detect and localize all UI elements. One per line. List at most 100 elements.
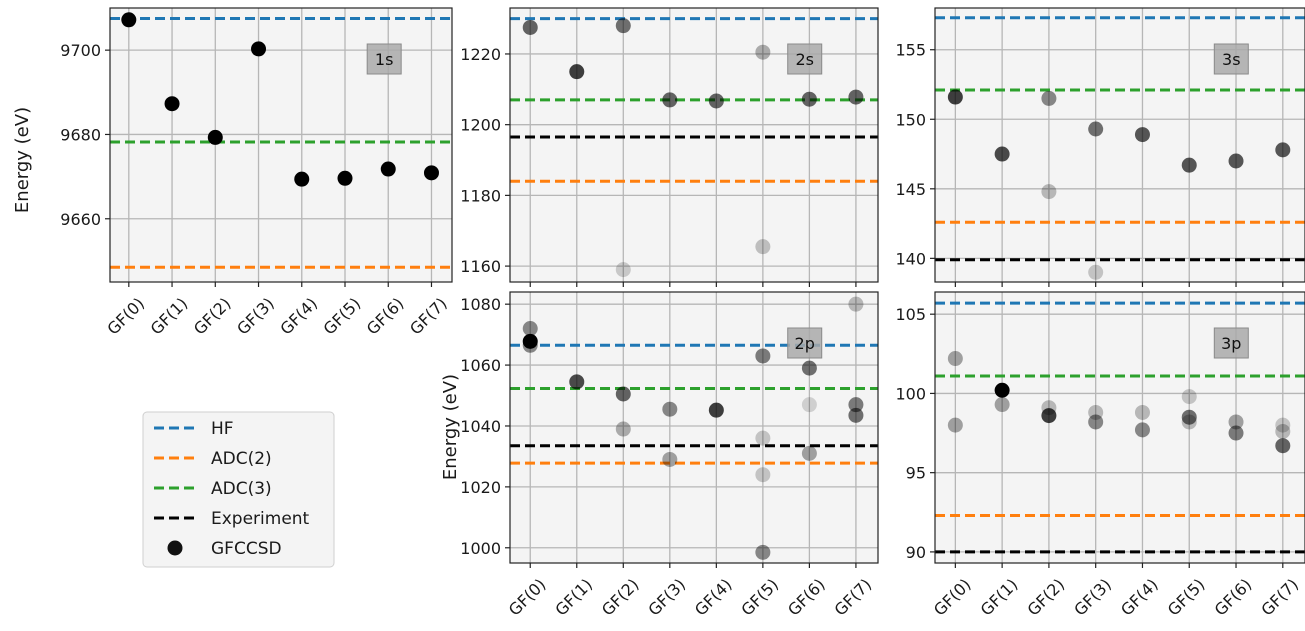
data-point bbox=[1275, 438, 1291, 454]
y-tick-label: 1000 bbox=[460, 539, 501, 558]
data-point bbox=[337, 170, 353, 186]
data-point bbox=[615, 386, 631, 402]
data-point bbox=[251, 41, 267, 57]
y-tick-label: 1060 bbox=[460, 356, 501, 375]
reference-lines bbox=[510, 343, 878, 465]
panel-badge-label: 1s bbox=[375, 50, 394, 69]
x-tick-label: GF(7) bbox=[406, 294, 451, 339]
data-point bbox=[755, 467, 771, 483]
x-tick-label: GF(1) bbox=[551, 575, 596, 620]
data-point bbox=[294, 171, 310, 187]
panel-2p: 1000 1020 1040 1060 1080 GF(0) GF(1) GF(2) GF(3)… bbox=[440, 291, 879, 620]
panel-badge bbox=[787, 43, 823, 75]
legend-label: HF bbox=[211, 419, 234, 439]
data-point bbox=[1181, 157, 1197, 173]
legend-marker bbox=[167, 540, 183, 556]
y-tick-label: 1220 bbox=[460, 45, 501, 64]
data-point bbox=[755, 44, 771, 60]
x-tick-label: GF(5) bbox=[737, 575, 782, 620]
y-axis-label: Energy (eV) bbox=[440, 374, 461, 480]
x-tick-label: GF(5) bbox=[1164, 575, 1209, 620]
data-point bbox=[1181, 414, 1197, 430]
legend-label: ADC(3) bbox=[211, 479, 272, 499]
data-point bbox=[1088, 414, 1104, 430]
data-point bbox=[380, 161, 396, 177]
data-point bbox=[848, 407, 864, 423]
x-tick-label: GF(2) bbox=[598, 575, 643, 620]
panel-badge bbox=[1213, 327, 1249, 359]
data-point bbox=[801, 397, 817, 413]
data-point bbox=[848, 89, 864, 105]
x-tick-label: GF(4) bbox=[691, 575, 736, 620]
data-point bbox=[569, 374, 585, 390]
data-point bbox=[1088, 264, 1104, 280]
panel-badge bbox=[366, 43, 402, 75]
x-tick-label: GF(0) bbox=[505, 575, 550, 620]
x-tick-label: GF(1) bbox=[977, 575, 1022, 620]
panel-1s: 966096809700GF(0)GF(1)GF(2)GF(3)GF(4)GF(… bbox=[12, 7, 453, 339]
y-tick-label: 140 bbox=[895, 249, 926, 268]
data-point bbox=[1041, 408, 1057, 424]
reference-lines bbox=[110, 17, 452, 269]
x-tick-label: GF(3) bbox=[233, 294, 278, 339]
data-point bbox=[994, 382, 1010, 398]
data-point bbox=[522, 19, 538, 35]
data-point bbox=[801, 445, 817, 461]
data-point bbox=[615, 262, 631, 278]
data-point bbox=[1228, 153, 1244, 169]
x-tick-label: GF(0) bbox=[103, 294, 148, 339]
data-point bbox=[164, 96, 180, 112]
x-tick-label: GF(3) bbox=[1070, 575, 1115, 620]
data-point bbox=[947, 89, 963, 105]
reference-lines bbox=[935, 16, 1305, 262]
data-point bbox=[662, 92, 678, 108]
x-tick-label: GF(6) bbox=[784, 575, 829, 620]
data-point bbox=[662, 401, 678, 417]
x-tick-label: GF(2) bbox=[1023, 575, 1068, 620]
panel-2s: 1160 1180 1200 1220 2s bbox=[460, 7, 879, 287]
panel-badge bbox=[1213, 43, 1249, 75]
data-point bbox=[615, 421, 631, 437]
x-tick-label: GF(6) bbox=[1211, 575, 1256, 620]
x-tick-label: GF(2) bbox=[190, 294, 235, 339]
axes-frame bbox=[934, 7, 1305, 283]
data-point bbox=[755, 544, 771, 560]
data-point bbox=[1181, 409, 1197, 425]
data-point bbox=[1181, 389, 1197, 405]
x-tick-label: GF(3) bbox=[644, 575, 689, 620]
panel-3p: 90 95 100 105 GF(0) GF(1) GF(2) GF(3) GF(4) GF(5)… bbox=[895, 291, 1305, 620]
x-tick-label: GF(4) bbox=[276, 294, 321, 339]
data-point bbox=[801, 91, 817, 107]
data-point bbox=[615, 18, 631, 34]
axes-frame bbox=[934, 291, 1305, 564]
y-tick-label: 1040 bbox=[460, 417, 501, 436]
legend: HF ADC(2) ADC(3) Experiment GFCCSD bbox=[142, 411, 335, 568]
reference-lines bbox=[935, 301, 1305, 554]
x-tick-label: GF(7) bbox=[1257, 575, 1302, 620]
panel-badge bbox=[787, 327, 823, 359]
data-point bbox=[848, 397, 864, 413]
panel-3s: 140 145 150 155 3s bbox=[895, 7, 1305, 287]
data-point bbox=[755, 239, 771, 255]
y-tick-label: 1160 bbox=[460, 257, 501, 276]
data-point bbox=[1275, 417, 1291, 433]
data-point bbox=[1134, 404, 1150, 420]
data-point bbox=[522, 321, 538, 337]
data-point bbox=[708, 93, 724, 109]
panel-badge-label: 3s bbox=[1222, 50, 1241, 69]
y-tick-label: 95 bbox=[906, 464, 926, 483]
legend-label: GFCCSD bbox=[211, 539, 282, 559]
plot-area bbox=[510, 292, 878, 563]
panel-badge-label: 3p bbox=[1221, 334, 1241, 353]
y-tick-label: 9680 bbox=[60, 125, 101, 144]
y-tick-label: 9660 bbox=[60, 210, 101, 229]
panel-badge-label: 2s bbox=[795, 50, 814, 69]
plot-area bbox=[510, 8, 878, 282]
y-tick-label: 150 bbox=[895, 110, 926, 129]
x-tick-label: GF(1) bbox=[147, 294, 192, 339]
data-point bbox=[1134, 127, 1150, 143]
data-point bbox=[207, 129, 223, 145]
data-point bbox=[994, 397, 1010, 413]
y-tick-label: 1200 bbox=[460, 116, 501, 135]
